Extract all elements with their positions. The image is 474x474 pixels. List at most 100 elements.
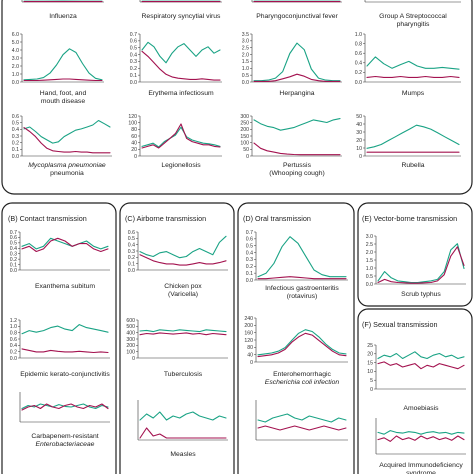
y-tick-label: 300 [126, 337, 135, 343]
y-tick-label: 0.1 [130, 73, 137, 79]
y-tick-label: 150 [240, 134, 249, 140]
y-tick-label: 0.0 [246, 278, 253, 284]
y-tick-label: 0.1 [12, 147, 19, 153]
panel-measles: Measles [137, 400, 228, 458]
panel-exanthema: 0.00.10.20.30.40.50.60.7 Exanthema subitu… [10, 230, 110, 290]
y-tick-label: 500 [126, 324, 135, 330]
panel-title: Respiratory syncytial virus [142, 13, 222, 20]
group-f-title: (F) Sexual transmission [362, 320, 438, 329]
group-e-title: (E) Vector-borne transmission [362, 214, 457, 223]
y-tick-label: 0.7 [246, 230, 253, 236]
series-line-1 [139, 411, 227, 421]
y-tick-label: 0.6 [246, 237, 253, 243]
series-line-2 [141, 50, 221, 81]
y-tick-label: 100 [128, 120, 137, 126]
y-tick-label: 1.2 [10, 318, 17, 324]
y-tick-label: 0.6 [12, 114, 19, 120]
y-tick-label: 30 [356, 130, 362, 136]
panel-rubella: 0 10 20 30 40 50 Rubella [356, 114, 461, 169]
y-tick-label: 0.2 [128, 255, 135, 261]
panel-title: Hand, foot, and [40, 90, 87, 97]
y-tick-label: 1.0 [366, 266, 373, 272]
series-line-2 [21, 403, 109, 411]
series-line-1 [23, 48, 103, 81]
panel-title: Mycoplasma pneumoniae [28, 162, 106, 169]
y-tick-label: 1.0 [10, 324, 17, 330]
series-line-2 [21, 348, 109, 354]
series-line-1 [257, 413, 347, 423]
group-d-frame [237, 202, 355, 474]
panel-title: Pertussis [283, 162, 312, 169]
y-tick-label: 1.5 [242, 59, 249, 65]
y-tick-label: 0.6 [10, 235, 17, 241]
y-tick-label: 1.0 [12, 72, 19, 78]
group-d-title: (D) Oral transmission [243, 214, 311, 223]
y-tick-label: 0.2 [10, 349, 17, 355]
y-tick-label: 0.2 [246, 264, 253, 270]
panel-mumps: 0.0 0.2 0.4 0.6 0.8 1.0 Mumps [355, 32, 461, 97]
y-tick-label: 40 [356, 122, 362, 128]
panel-title: mouth disease [41, 98, 85, 105]
y-tick-label: 0.6 [130, 39, 137, 45]
panel-chickenpox: 0.00.10.20.30.40.50.6 Chicken pox(Varicel… [128, 230, 228, 298]
y-tick-label: 0.6 [355, 51, 362, 57]
series-line-2 [139, 427, 227, 439]
series-line-1 [23, 119, 111, 144]
y-tick-label: 0.3 [246, 257, 253, 263]
y-tick-label: 200 [244, 323, 253, 329]
y-tick-label: 0.0 [128, 268, 135, 274]
series-line-2 [257, 332, 347, 358]
y-tick-label: 0.5 [246, 244, 253, 250]
panel-title: Tuberculosis [164, 371, 203, 378]
y-tick-label: 0 [134, 154, 137, 160]
series-line-1 [253, 42, 341, 82]
y-tick-label: 0.1 [128, 261, 135, 267]
panel-title: Escherichia coli infection [265, 379, 340, 386]
series-line-1 [21, 324, 109, 335]
y-tick-label: 600 [126, 318, 135, 324]
y-tick-label: 0 [250, 360, 253, 366]
panel-influenza: Influenza [21, 0, 104, 20]
y-tick-label: 0.0 [366, 282, 373, 288]
y-tick-label: 200 [126, 343, 135, 349]
y-tick-label: 0.0 [12, 154, 19, 160]
panel-title: pharyngitis [397, 21, 430, 28]
y-tick-label: 0.3 [130, 59, 137, 65]
panel-title: (rotavirus) [287, 293, 318, 300]
y-tick-label: 0.7 [130, 32, 137, 38]
panel-title: pneumonia [50, 170, 84, 177]
y-tick-label: 10 [356, 146, 362, 152]
y-tick-label: 0.6 [128, 230, 135, 236]
y-tick-label: 0.6 [10, 337, 17, 343]
y-tick-label: 1.5 [366, 258, 373, 264]
y-tick-label: 0.5 [366, 274, 373, 280]
panel-rsv: Respiratory syncytial virus [139, 0, 222, 20]
panel-title: Scrub typhus [401, 291, 441, 298]
panel-title: Acquired Immunodeficiency [379, 462, 463, 469]
panel-title: Herpangina [279, 90, 314, 97]
series-line-2 [139, 332, 227, 336]
y-tick-label: 0.4 [10, 343, 17, 349]
panel-hfmd: 0.0 1.0 2.0 3.0 4.0 5.0 6.0 Hand, foot, andmout… [12, 32, 104, 105]
y-tick-label: 160 [244, 330, 253, 336]
y-tick-label: 3.0 [366, 234, 373, 240]
panel-title: Legionellosis [161, 162, 201, 169]
y-tick-label: 5 [370, 378, 373, 384]
y-tick-label: 400 [126, 330, 135, 336]
y-tick-label: 2.0 [366, 250, 373, 256]
y-tick-label: 0.3 [10, 252, 17, 258]
panel-title: Erythema infectiosum [148, 90, 214, 97]
y-tick-label: 0.4 [355, 61, 362, 67]
y-tick-label: 60 [131, 134, 137, 140]
y-tick-label: 4.0 [12, 48, 19, 54]
panel-amoebiasis: 0 5 10 15 20 25 Amoebiasis [367, 343, 466, 412]
y-tick-label: 2.0 [242, 52, 249, 58]
series-line-1 [377, 430, 465, 435]
y-tick-label: 3.0 [242, 39, 249, 45]
y-tick-label: 300 [240, 114, 249, 120]
y-tick-label: 0.2 [10, 257, 17, 263]
series-line-1 [253, 118, 341, 131]
